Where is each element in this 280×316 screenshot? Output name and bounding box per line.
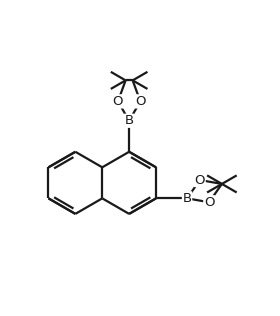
Text: O: O (204, 196, 214, 209)
Text: B: B (125, 114, 134, 127)
Text: O: O (113, 95, 123, 108)
Text: O: O (195, 173, 205, 186)
Text: B: B (183, 192, 192, 205)
Text: O: O (135, 95, 146, 108)
